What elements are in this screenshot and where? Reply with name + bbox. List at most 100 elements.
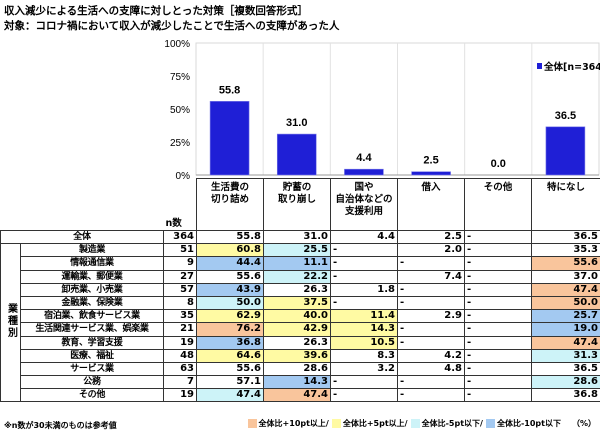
table-row: 情報通信業 9 44.4 11.1- - -55.6 — [1, 256, 600, 271]
table-cell: - — [397, 388, 465, 403]
table-cell: - — [464, 229, 532, 245]
table-cell: 25.7 — [531, 309, 600, 324]
table-cell: 11.1 — [263, 256, 331, 271]
table-cell: 3.2 — [330, 361, 398, 377]
table-cell: - — [397, 295, 465, 311]
y-tick-label: 100% — [164, 39, 190, 50]
bar-2 — [344, 168, 384, 176]
column-header-line: 取り崩し — [277, 194, 316, 205]
bar-0 — [209, 101, 250, 176]
row-label: 卸売業、小売業 — [20, 282, 164, 297]
table-cell: 50.0 — [196, 295, 264, 311]
table-cell: - — [464, 269, 532, 284]
n-value: 19 — [163, 335, 197, 350]
column-header-line: 生活費の — [210, 182, 249, 193]
bar-chart: 0% 25% 50% 75% 100% 55.8 31.0 4.4 2.5 0.0 36.5 全体[n… — [164, 39, 600, 180]
n-value: 48 — [163, 348, 197, 363]
table-cell: 55.6 — [196, 269, 264, 284]
header-blank — [1, 179, 164, 231]
data-label: 36.5 — [555, 110, 576, 122]
legend-swatch — [410, 419, 420, 428]
table-cell: 37.0 — [531, 269, 600, 284]
legend-label: 全体比-10pt以下 — [496, 419, 561, 428]
n-value: 7 — [163, 375, 197, 390]
table-cell: 64.6 — [196, 348, 264, 363]
group-cell: 業種別 — [0, 243, 21, 403]
data-label: 55.8 — [219, 84, 240, 96]
column-header: 生活費の 切り詰め — [196, 178, 264, 231]
table-cell: 10.5 — [330, 335, 398, 350]
table-cell: 57.1 — [196, 375, 264, 390]
row-label: 全体 — [0, 229, 164, 245]
highlight-legend: 全体比+10pt以上/全体比+5pt以上/全体比-5pt以下/全体比-10pt以… — [247, 418, 596, 429]
column-header-line: 国や — [354, 182, 374, 193]
table-cell: - — [330, 295, 398, 311]
table-cell: - — [330, 256, 398, 271]
table-cell: 37.5 — [263, 295, 331, 311]
table-row-total: 全体 364 55.8 31.0 4.4 2.5-36.5 — [0, 229, 600, 245]
table-row: 金融業、保険業 8 50.0 37.5- - -50.0 — [1, 295, 600, 311]
table-cell: 31.3 — [531, 348, 600, 363]
n-value: 9 — [163, 256, 197, 271]
table-cell: 28.6 — [531, 375, 600, 390]
table-cell: 2.0 — [397, 243, 465, 258]
column-header-line: 切り詰め — [210, 194, 249, 205]
table-cell: - — [397, 322, 465, 337]
table-row: 生活関連サービス業、娯楽業 21 76.2 42.9 14.3- -19.0 — [1, 322, 600, 337]
table-cell: 36.5 — [531, 229, 600, 245]
table-cell: 26.3 — [263, 335, 331, 350]
legend-label: 全体比+10pt以上/ — [258, 419, 329, 428]
column-header: その他 — [464, 178, 532, 231]
bar-3 — [411, 171, 451, 176]
table-cell: 47.4 — [531, 282, 600, 297]
table-cell: 25.5 — [263, 243, 331, 258]
table-cell: 39.6 — [263, 348, 331, 363]
bar-1 — [276, 133, 317, 176]
table-cell: 1.8 — [330, 282, 398, 297]
n-value: 57 — [163, 282, 197, 297]
table-cell: - — [464, 322, 532, 337]
table-cell: 47.4 — [196, 388, 264, 403]
data-label: 2.5 — [423, 155, 438, 167]
row-label: 宿泊業、飲食サービス業 — [20, 309, 164, 324]
chart-subtitle: 対象：コロナ禍において収入が減少したことで生活への支障があった人 — [4, 20, 340, 32]
table-cell: 14.3 — [263, 375, 331, 390]
n-value: 35 — [163, 309, 197, 324]
table-cell: - — [464, 335, 532, 350]
table-cell: - — [464, 388, 532, 403]
table-cell: - — [397, 375, 465, 390]
chart-title: 収入減少による生活への支障に対しとった対策［複数回答形式］ — [4, 5, 308, 17]
table-cell: 4.4 — [330, 229, 398, 245]
column-header-line: 自治体などの — [335, 194, 393, 205]
data-label: 31.0 — [286, 117, 307, 129]
table-cell: 35.3 — [531, 243, 600, 258]
legend-item: 全体比+5pt以上/ — [331, 418, 408, 429]
y-tick-label: 75% — [170, 72, 190, 83]
table-cell: 55.8 — [196, 229, 264, 245]
row-label: 情報通信業 — [20, 256, 164, 271]
data-label: 4.4 — [356, 152, 372, 164]
table-row: 卸売業、小売業 57 43.9 26.3 1.8- -47.4 — [1, 282, 600, 297]
table-row: その他 19 47.4 47.4- - -36.8 — [1, 388, 600, 403]
table-cell: 44.4 — [196, 256, 264, 271]
table-cell: - — [330, 243, 398, 258]
column-header-line: その他 — [483, 182, 513, 193]
column-header: 国や 自治体などの 支援利用 — [330, 178, 398, 231]
table-cell: 36.5 — [531, 361, 600, 377]
table-cell: 60.8 — [196, 243, 264, 258]
table-cell: 8.3 — [330, 348, 398, 363]
table-cell: - — [464, 243, 532, 258]
legend-swatch — [247, 419, 257, 428]
n-header: n数 — [163, 178, 197, 231]
column-header: 特になし — [531, 178, 600, 231]
table-cell: - — [397, 256, 465, 271]
bar-5 — [545, 126, 586, 176]
table-cell: 7.4 — [397, 269, 465, 284]
legend-swatch — [537, 63, 542, 69]
row-label: サービス業 — [20, 361, 164, 377]
table-cell: 4.8 — [397, 361, 465, 377]
table-cell: 2.5 — [397, 229, 465, 245]
table-cell: - — [397, 335, 465, 350]
table-cell: 40.0 — [263, 309, 331, 324]
row-label: 生活関連サービス業、娯楽業 — [20, 322, 164, 337]
